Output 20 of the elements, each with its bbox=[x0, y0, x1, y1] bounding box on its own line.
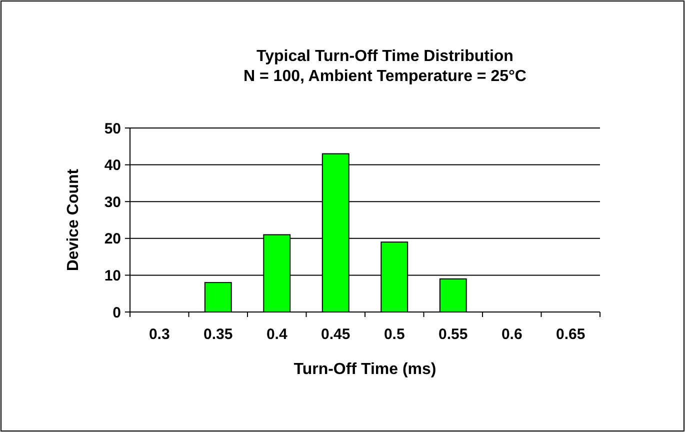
x-tick-label: 0.65 bbox=[556, 326, 586, 343]
bar bbox=[439, 278, 467, 312]
bar bbox=[204, 282, 232, 312]
y-tick-label: 10 bbox=[104, 267, 121, 284]
x-tick-label: 0.3 bbox=[148, 326, 170, 343]
y-tick-label: 30 bbox=[104, 194, 121, 211]
chart-title: Typical Turn-Off Time Distribution bbox=[256, 48, 514, 65]
x-tick-label: 0.35 bbox=[204, 326, 233, 343]
y-tick-label: 20 bbox=[104, 230, 121, 248]
x-tick-label: 0.55 bbox=[438, 326, 468, 343]
x-tick-label: 0.4 bbox=[266, 326, 288, 343]
y-tick-label: 40 bbox=[104, 157, 121, 174]
y-axis-title: Device Count bbox=[65, 168, 82, 272]
chart-subtitle: N = 100, Ambient Temperature = 25°C bbox=[244, 68, 527, 85]
x-tick-label: 0.5 bbox=[384, 326, 405, 343]
x-tick-label: 0.45 bbox=[321, 326, 350, 343]
x-axis-title: Turn-Off Time (ms) bbox=[294, 361, 436, 378]
x-tick-label: 0.6 bbox=[501, 326, 522, 343]
y-tick-label: 0 bbox=[112, 304, 121, 322]
y-tick-label: 50 bbox=[104, 120, 121, 138]
